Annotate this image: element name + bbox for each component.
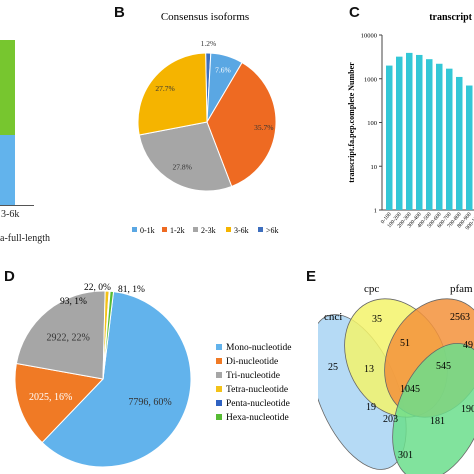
pie-b-data-label: 7.6% <box>215 65 231 74</box>
bar-600-700 <box>446 68 453 210</box>
venn-region-count: 545 <box>436 361 451 372</box>
legend-label: Hexa-nucleotide <box>226 413 289 423</box>
pie-b-data-label: 35.7% <box>254 123 273 132</box>
legend-swatch <box>216 386 222 392</box>
x-tick-label: 900-1000 <box>465 211 474 231</box>
legend-label: 0-1k <box>140 226 155 235</box>
legend-label: 1-2k <box>170 226 185 235</box>
venn-region-count: 19 <box>366 402 376 413</box>
legend-label: Penta-nucleotide <box>226 399 290 409</box>
y-tick-label: 10 <box>371 164 378 171</box>
venn-region-count: 25 <box>328 362 338 373</box>
legend-label: Tetra-nucleotide <box>226 385 288 395</box>
legend-swatch <box>162 227 167 232</box>
venn-diagram: cnci cpc pfam 25 35 2563 51 13 545 1045 49 19 203 181… <box>318 283 474 474</box>
pie-d-outside-label: 81, 1% <box>118 285 145 295</box>
bar-0-100 <box>386 65 393 210</box>
bar-400-500 <box>426 59 433 211</box>
panel-letter-e: E <box>306 268 317 285</box>
venn-region-count: 2563 <box>450 312 470 323</box>
legend-swatch <box>193 227 198 232</box>
legend-swatch <box>216 414 222 420</box>
legend-swatch <box>216 372 222 378</box>
pie-d-slice-Hexa-nucleotide <box>102 290 115 380</box>
legend-label: Tri-nucleotide <box>226 371 280 381</box>
venn-set-ellipse <box>392 343 474 474</box>
venn-region-count: 301 <box>398 450 413 461</box>
venn-set-label: cnci <box>324 311 342 323</box>
panel-letter-c: C <box>349 4 360 21</box>
venn-region-count: 181 <box>430 416 445 427</box>
venn-region-count: 49 <box>463 340 473 351</box>
venn-region-count: 190 <box>461 404 474 415</box>
pie-b-slice-2-3k <box>138 121 233 192</box>
panel-letter-d: D <box>4 268 15 285</box>
panel-a-axis-caption: a-full-length <box>0 233 50 244</box>
venn-region-count: 1045 <box>400 384 420 395</box>
panel-letter-b: B <box>114 4 125 21</box>
bar-c-title: transcript <box>429 12 472 23</box>
venn-set-label: cpc <box>364 283 379 295</box>
y-tick-label: 1 <box>374 208 377 215</box>
panel-a: 3-6k a-full-length <box>0 0 60 250</box>
legend-swatch <box>132 227 137 232</box>
bar-300-400 <box>416 54 423 210</box>
pie-d-outside-label: 22, 0% <box>84 283 111 293</box>
legend-label: Di-nucleotide <box>226 357 278 367</box>
pie-d-slice-Mono-nucleotide <box>41 291 192 468</box>
stacked-bar-lower-segment <box>0 135 15 205</box>
legend-swatch <box>216 344 222 350</box>
stacked-bar-upper-segment <box>0 40 15 135</box>
legend-label: Mono-nucleotide <box>226 343 291 353</box>
venn-region-count: 13 <box>364 364 374 375</box>
legend-swatch <box>226 227 231 232</box>
isoform-pie-chart: Consensus isoforms 1.2% 7.6% 35.7% 27.8% 27.7… <box>132 11 279 235</box>
pie-b-data-label: 27.7% <box>155 84 174 93</box>
y-tick-label: 100 <box>367 120 377 127</box>
bar-500-600 <box>436 63 443 210</box>
pie-d-data-label: 7796, 60% <box>128 397 171 408</box>
venn-region-count: 51 <box>400 338 410 349</box>
legend-swatch <box>216 358 222 364</box>
panel-a-tick-label: 3-6k <box>1 209 20 220</box>
legend-label: 2-3k <box>201 226 216 235</box>
pie-b-data-label: 1.2% <box>201 39 217 48</box>
pie-d-data-label: 2922, 22% <box>47 332 90 343</box>
y-tick-label: 1000 <box>364 76 377 83</box>
transcript-bar-chart: transcript 1 10 100 1000 10000 transcript.fa.p… <box>347 12 474 231</box>
bar-200-300 <box>406 52 413 210</box>
pie-b-title: Consensus isoforms <box>161 11 249 23</box>
pie-d-outside-label: 93, 1% <box>60 297 87 307</box>
bar-100-200 <box>396 56 403 210</box>
pie-d-slice-Di-nucleotide <box>14 362 105 444</box>
legend-label: >6k <box>266 226 279 235</box>
venn-region-count: 203 <box>383 414 398 425</box>
pie-b-slice-1-2k <box>206 61 277 188</box>
y-tick-label: 10000 <box>361 33 377 40</box>
ssr-pie-chart: 7796, 60% 2025, 16% 2922, 22% 93, 1% 22, 0% 8… <box>14 283 291 468</box>
bar-800-900 <box>466 85 473 210</box>
legend-swatch <box>258 227 263 232</box>
legend-label: 3-6k <box>234 226 249 235</box>
y-axis-label: transcript.fa.pep.complete Number <box>347 62 356 183</box>
pie-b-data-label: 27.8% <box>173 163 192 172</box>
panel-a-axis-line <box>0 205 34 206</box>
legend-swatch <box>216 400 222 406</box>
pie-d-slice-Tri-nucleotide <box>15 290 106 380</box>
bar-700-800 <box>456 76 463 210</box>
pie-d-data-label: 2025, 16% <box>29 392 72 403</box>
venn-set-label: pfam <box>450 283 473 295</box>
venn-region-count: 35 <box>372 314 382 325</box>
pie-b-slice-3-6k <box>137 52 208 136</box>
